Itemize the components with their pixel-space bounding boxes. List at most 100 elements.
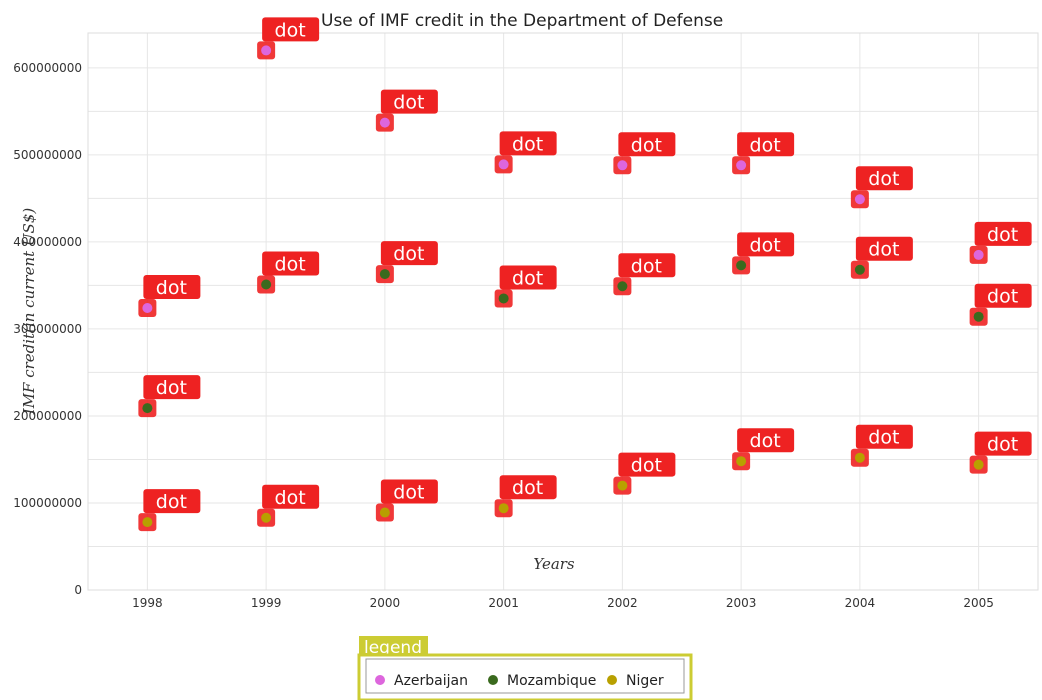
x-ticks: 1998 1999 2000 2001 2002 2003 2004 2005 — [132, 596, 994, 610]
legend-label-mozambique: Mozambique — [507, 673, 596, 689]
annotation-label: dot — [868, 239, 899, 261]
point-mozambique — [854, 264, 865, 275]
point-azerbaijan — [736, 160, 747, 171]
annotation-box — [380, 241, 438, 266]
y-tick-label: 0 — [74, 583, 82, 597]
annotation-label: dot — [275, 254, 306, 276]
annotation-box — [618, 452, 676, 477]
annotation-box — [499, 475, 557, 500]
x-tick-label: 2005 — [963, 596, 994, 610]
point-niger — [379, 507, 390, 518]
annotation-label: dot — [393, 243, 424, 265]
annotation-box — [380, 89, 438, 114]
annotation-label: dot — [156, 377, 187, 399]
y-tick-label: 500000000 — [13, 148, 82, 162]
point-azerbaijan — [498, 159, 509, 170]
annotation-label: dot — [156, 277, 187, 299]
annotation-box — [143, 489, 201, 514]
annotations: dot dot dot dot dot dot dot dot dot dot dot dot dot d… — [143, 17, 1032, 514]
y-ticks: 0 100000000 200000000 300000000 400000000 500… — [13, 61, 82, 597]
annotation-label: dot — [275, 19, 306, 41]
x-tick-label: 1999 — [251, 596, 282, 610]
annotation-box — [855, 236, 913, 261]
x-tick-label: 2001 — [488, 596, 519, 610]
legend-marker-niger — [607, 675, 617, 685]
y-tick-label: 400000000 — [13, 235, 82, 249]
data-marks — [138, 41, 988, 532]
legend-label-azerbaijan: Azerbaijan — [394, 673, 468, 689]
annotation-box — [974, 221, 1032, 246]
annotation-label: dot — [868, 168, 899, 190]
annotation-box — [499, 265, 557, 290]
x-tick-label: 2002 — [607, 596, 638, 610]
annotation-box — [380, 479, 438, 504]
x-tick-label: 1998 — [132, 596, 163, 610]
annotation-box — [974, 431, 1032, 456]
annotation-label: dot — [750, 134, 781, 156]
point-niger — [736, 456, 747, 467]
y-tick-label: 600000000 — [13, 61, 82, 75]
y-tick-label: 100000000 — [13, 496, 82, 510]
annotation-label: dot — [156, 491, 187, 513]
point-niger — [854, 452, 865, 463]
point-niger — [498, 503, 509, 514]
point-azerbaijan — [973, 249, 984, 260]
point-azerbaijan — [854, 194, 865, 205]
annotation-label: dot — [868, 427, 899, 449]
legend: legend Azerbaijan Mozambique Niger — [357, 636, 693, 700]
annotation-label: dot — [393, 482, 424, 504]
legend-marker-mozambique — [488, 675, 498, 685]
point-azerbaijan — [261, 45, 272, 56]
point-mozambique — [973, 311, 984, 322]
annotation-label: dot — [512, 133, 543, 155]
point-azerbaijan — [379, 117, 390, 128]
legend-inner-box — [365, 658, 685, 694]
annotation-box — [262, 251, 320, 276]
annotation-box — [737, 232, 795, 257]
annotation-box — [618, 132, 676, 157]
annotation-box — [262, 17, 320, 42]
annotation-label: dot — [750, 234, 781, 256]
point-niger — [261, 512, 272, 523]
annotation-label: dot — [275, 487, 306, 509]
annotation-label: dot — [631, 134, 662, 156]
annotation-label: dot — [987, 434, 1018, 456]
x-axis-label: Years — [533, 555, 575, 573]
point-mozambique — [261, 279, 272, 290]
annotation-box — [974, 283, 1032, 308]
annotation-box — [855, 166, 913, 191]
annotation-label: dot — [512, 267, 543, 289]
x-tick-label: 2004 — [845, 596, 876, 610]
annotation-label: dot — [631, 255, 662, 277]
annotation-box — [143, 275, 201, 300]
annotation-label: dot — [631, 455, 662, 477]
y-axis-label: IMF credit(in current US$) — [20, 208, 38, 416]
point-niger — [617, 480, 628, 491]
annotation-box — [737, 132, 795, 157]
grid — [88, 33, 1038, 591]
annotation-label: dot — [512, 477, 543, 499]
y-tick-label: 200000000 — [13, 409, 82, 423]
point-azerbaijan — [617, 160, 628, 171]
y-tick-label: 300000000 — [13, 322, 82, 336]
legend-items: Azerbaijan Mozambique Niger — [375, 673, 664, 689]
point-mozambique — [617, 281, 628, 292]
point-mozambique — [736, 260, 747, 271]
point-mozambique — [379, 269, 390, 280]
point-azerbaijan — [142, 303, 153, 314]
x-tick-label: 2000 — [370, 596, 401, 610]
chart-title: Use of IMF credit in the Department of D… — [321, 11, 723, 31]
annotation-label: dot — [987, 224, 1018, 246]
annotation-label: dot — [393, 92, 424, 114]
annotation-label: dot — [987, 286, 1018, 308]
legend-title-box — [359, 636, 428, 658]
annotation-box — [737, 428, 795, 453]
annotation-label: dot — [750, 430, 781, 452]
annotation-box — [618, 253, 676, 278]
plot-area-border — [87, 32, 1039, 591]
annotation-box — [262, 484, 320, 509]
annotation-box — [499, 131, 557, 156]
annotation-box — [855, 424, 913, 449]
legend-label-niger: Niger — [626, 673, 664, 689]
